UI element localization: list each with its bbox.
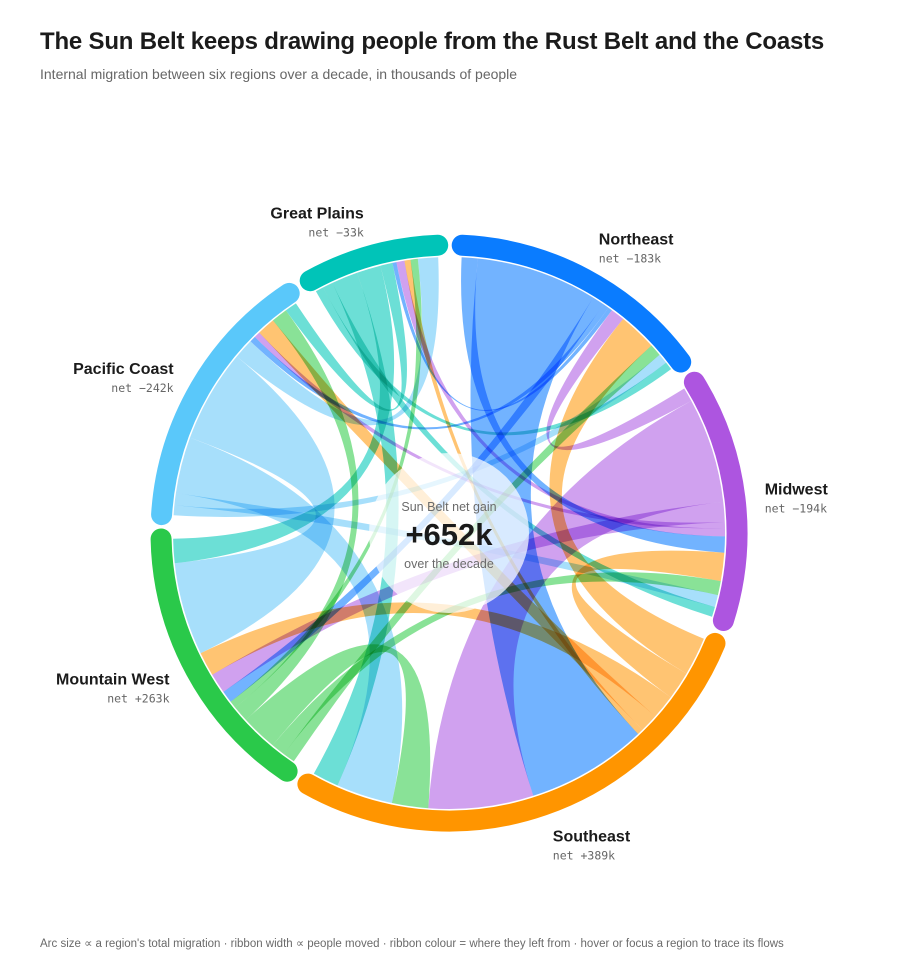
ribbon-midwest-to-mountain — [212, 501, 725, 692]
net-mountain: net +263k — [107, 692, 169, 706]
ribbon-plains-to-pacific — [285, 262, 407, 411]
center-disc — [369, 453, 529, 613]
ribbon-pacific-to-mountain — [174, 356, 335, 654]
label-pacific: Pacific Coast — [73, 361, 174, 378]
ribbon-southeast-to-midwest — [571, 550, 725, 698]
center-value: +652k — [405, 517, 493, 552]
label-southeast: Southeast — [553, 829, 631, 846]
label-midwest: Midwest — [765, 482, 829, 499]
center-label-top: Sun Belt net gain — [401, 500, 496, 514]
net-southeast: net +389k — [553, 849, 615, 863]
arc-pacific[interactable] — [151, 282, 300, 526]
net-pacific: net −242k — [111, 381, 173, 395]
ribbon-mountain-to-pacific — [235, 310, 359, 720]
arc-northeast[interactable] — [451, 234, 692, 373]
ribbon-plains-to-northeast — [315, 287, 672, 436]
label-northeast: Northeast — [599, 232, 674, 249]
ribbon-pacific-to-southeast — [175, 437, 403, 803]
ribbon-layer — [173, 257, 726, 809]
footnote: Arc size ∝ a region's total migration · … — [40, 938, 784, 950]
net-northeast: net −183k — [599, 252, 661, 266]
arc-plains[interactable] — [299, 234, 449, 292]
ribbon-northeast-to-pacific — [250, 304, 609, 430]
ribbon-midwest-to-northeast — [546, 310, 692, 451]
chart-title: The Sun Belt keeps drawing people from t… — [40, 28, 825, 55]
net-plains: net −33k — [308, 226, 363, 240]
center-label-bottom: over the decade — [404, 557, 494, 571]
chart-subtitle: Internal migration between six regions o… — [40, 66, 518, 82]
center-summary: Sun Belt net gain +652k over the decade — [369, 453, 529, 613]
region-label-layer: Northeast net −183k Midwest net −194k Southe… — [56, 206, 828, 863]
ribbon-plains-to-mountain — [173, 265, 395, 564]
arc-layer — [150, 234, 748, 832]
ribbon-pacific-to-plains — [236, 257, 439, 426]
ribbon-northeast-to-plains — [392, 262, 612, 411]
ribbon-plains-to-southeast — [313, 272, 399, 786]
net-midwest: net −194k — [765, 502, 827, 516]
label-plains: Great Plains — [270, 206, 363, 223]
ribbon-mountain-to-southeast — [245, 644, 431, 809]
ribbon-mountain-to-midwest — [272, 572, 721, 755]
arc-southeast[interactable] — [297, 632, 726, 832]
arc-midwest[interactable] — [683, 371, 748, 631]
label-mountain: Mountain West — [56, 672, 170, 689]
ribbon-midwest-to-southeast — [428, 400, 724, 809]
arc-mountain[interactable] — [150, 528, 298, 782]
